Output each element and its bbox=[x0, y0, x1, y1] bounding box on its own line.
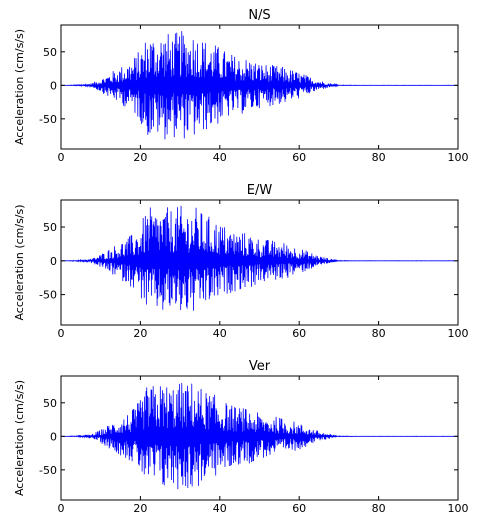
x-tick-label: 40 bbox=[213, 327, 227, 340]
x-tick-label: 20 bbox=[133, 502, 147, 515]
x-tick-label: 100 bbox=[448, 502, 469, 515]
subplot-n-s: N/S Acceleration (cm/s/s) 0 20 40 60 80 100 50 0 -… bbox=[13, 8, 469, 164]
y-tick-label: -50 bbox=[39, 113, 57, 126]
chart-title: E/W bbox=[247, 183, 273, 198]
x-tick-label: 0 bbox=[58, 502, 65, 515]
x-tick-label: 100 bbox=[448, 327, 469, 340]
subplot-ver: Ver Acceleration (cm/s/s) 0 20 40 60 80 100 50 0 -… bbox=[13, 359, 469, 515]
subplot-e-w: E/W Acceleration (cm/s/s) 0 20 40 60 80 100 50 0 -… bbox=[13, 183, 469, 340]
acceleration-series-line bbox=[60, 31, 459, 140]
acceleration-series-line bbox=[60, 383, 459, 490]
acceleration-series-line bbox=[60, 205, 459, 311]
x-tick-label: 20 bbox=[133, 151, 147, 164]
x-tick-label: 40 bbox=[213, 151, 227, 164]
y-tick-label: 50 bbox=[43, 397, 57, 410]
x-tick-label: 20 bbox=[133, 327, 147, 340]
x-tick-label: 100 bbox=[448, 151, 469, 164]
plot-frame bbox=[60, 24, 459, 150]
x-tick-label: 0 bbox=[58, 151, 65, 164]
y-tick-label: -50 bbox=[39, 464, 57, 477]
x-tick-label: 80 bbox=[372, 327, 386, 340]
y-tick-label: 50 bbox=[43, 46, 57, 59]
chart-title: N/S bbox=[248, 8, 270, 23]
y-tick-label: 0 bbox=[50, 255, 57, 268]
y-axis-label: Acceleration (cm/s/s) bbox=[13, 380, 26, 496]
x-tick-label: 80 bbox=[372, 151, 386, 164]
x-tick-label: 40 bbox=[213, 502, 227, 515]
x-tick-label: 60 bbox=[292, 327, 306, 340]
y-axis-label: Acceleration (cm/s/s) bbox=[13, 29, 26, 145]
x-tick-label: 0 bbox=[58, 327, 65, 340]
chart-title: Ver bbox=[249, 359, 271, 374]
x-tick-label: 80 bbox=[372, 502, 386, 515]
x-tick-label: 60 bbox=[292, 151, 306, 164]
y-tick-label: 50 bbox=[43, 221, 57, 234]
plot-frame bbox=[60, 199, 459, 326]
plot-frame bbox=[60, 375, 459, 501]
x-tick-label: 60 bbox=[292, 502, 306, 515]
y-tick-label: -50 bbox=[39, 289, 57, 302]
y-axis-label: Acceleration (cm/s/s) bbox=[13, 204, 26, 320]
y-tick-label: 0 bbox=[50, 430, 57, 443]
y-tick-label: 0 bbox=[50, 79, 57, 92]
